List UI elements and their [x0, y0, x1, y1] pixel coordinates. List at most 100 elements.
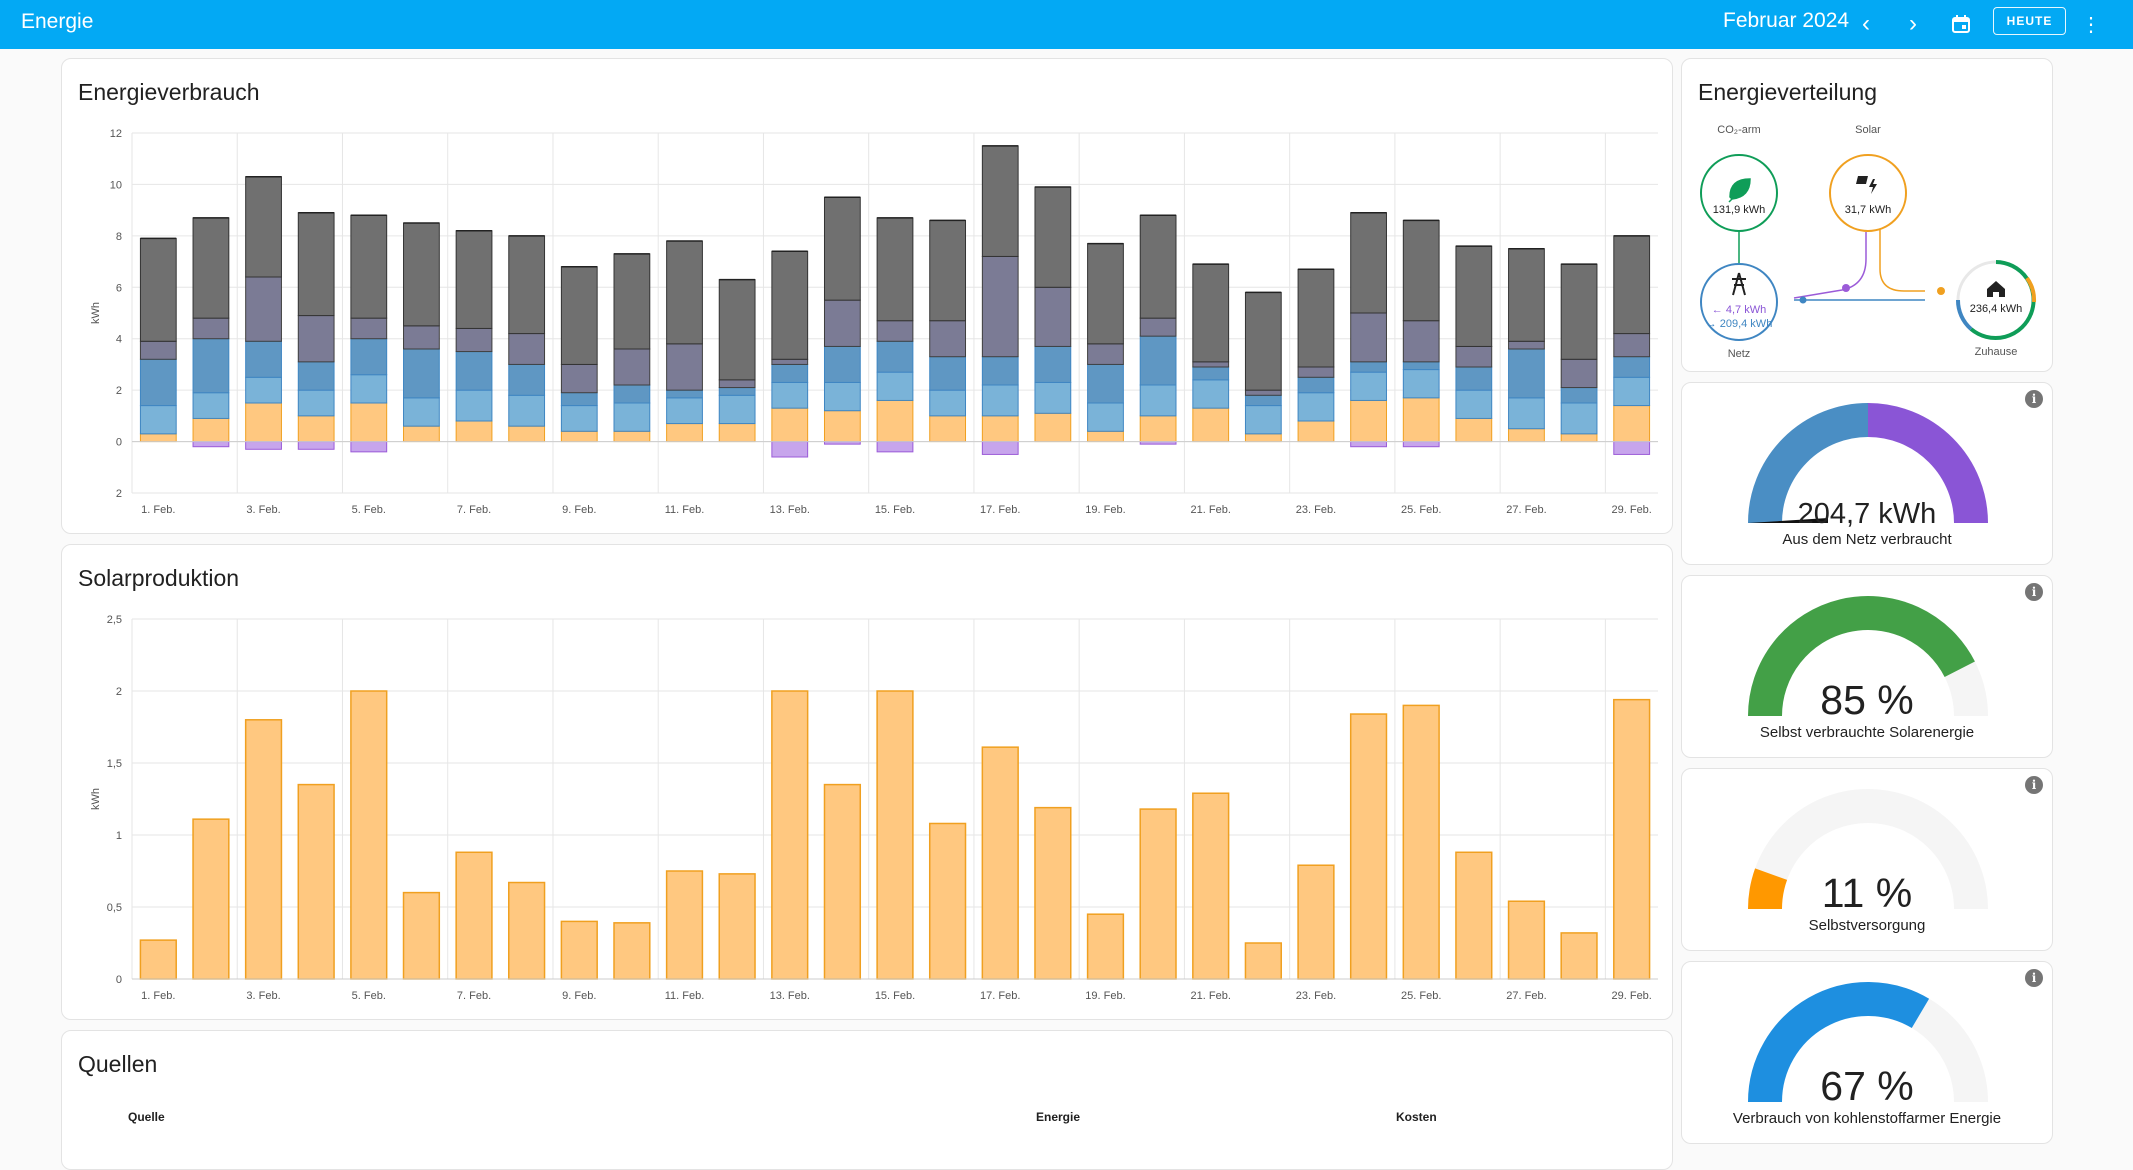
solar-bar[interactable] — [1613, 698, 1651, 980]
bar-segment-export[interactable] — [350, 441, 388, 453]
bar-segment-grid_light[interactable] — [823, 381, 861, 412]
bar-segment-grid_dark[interactable] — [192, 338, 230, 394]
bar-segment-grid_other[interactable] — [297, 212, 335, 317]
bar-segment-grid_dark[interactable] — [1455, 366, 1493, 391]
bar-segment-solar[interactable] — [139, 433, 177, 443]
bar-segment-mix[interactable] — [297, 315, 335, 363]
bar-segment-grid_dark[interactable] — [771, 363, 809, 383]
bar-segment-grid_dark[interactable] — [613, 384, 651, 404]
bar-segment-solar[interactable] — [718, 423, 756, 443]
calendar-button[interactable] — [1943, 6, 1979, 42]
bar-segment-grid_dark[interactable] — [403, 348, 440, 399]
solar-bar[interactable] — [1139, 808, 1177, 980]
solar-bar[interactable] — [560, 920, 598, 980]
bar-segment-grid_light[interactable] — [666, 397, 703, 425]
bar-segment-grid_dark[interactable] — [297, 361, 335, 391]
info-icon[interactable]: i — [2025, 583, 2043, 601]
bar-segment-grid_other[interactable] — [718, 279, 756, 381]
solar-bar[interactable] — [665, 870, 704, 980]
solar-bar[interactable] — [718, 873, 756, 980]
bar-segment-solar[interactable] — [771, 407, 809, 443]
bar-segment-mix[interactable] — [192, 317, 230, 340]
bar-segment-solar[interactable] — [560, 430, 598, 443]
bar-segment-grid_dark[interactable] — [876, 340, 914, 373]
bar-segment-export[interactable] — [876, 441, 914, 453]
bar-segment-export[interactable] — [245, 441, 282, 450]
bar-segment-mix[interactable] — [771, 358, 809, 365]
solar-bar[interactable] — [1244, 942, 1282, 980]
bar-segment-mix[interactable] — [403, 325, 440, 350]
bar-segment-grid_dark[interactable] — [1350, 361, 1387, 373]
bar-segment-grid_other[interactable] — [1350, 212, 1387, 314]
solar-bar[interactable] — [928, 822, 967, 980]
solar-bar[interactable] — [613, 922, 651, 980]
solar-bar[interactable] — [1192, 792, 1230, 980]
bar-segment-grid_light[interactable] — [771, 381, 809, 409]
bar-segment-grid_dark[interactable] — [455, 351, 493, 391]
solar-bar[interactable] — [981, 746, 1019, 980]
solar-bar[interactable] — [771, 690, 809, 980]
bar-segment-mix[interactable] — [560, 363, 598, 394]
bar-segment-grid_dark[interactable] — [1139, 335, 1177, 386]
bar-segment-solar[interactable] — [508, 425, 546, 443]
bar-segment-grid_dark[interactable] — [981, 356, 1019, 386]
bar-segment-grid_light[interactable] — [1297, 392, 1335, 422]
bar-segment-mix[interactable] — [1455, 345, 1493, 368]
bar-segment-grid_light[interactable] — [1350, 371, 1387, 401]
column-header-energy[interactable]: Energie — [1036, 1110, 1081, 1124]
solar-bar[interactable] — [1402, 704, 1440, 980]
bar-segment-mix[interactable] — [455, 327, 493, 353]
bar-segment-grid_dark[interactable] — [1560, 387, 1598, 404]
bar-segment-mix[interactable] — [1244, 389, 1282, 396]
bar-segment-grid_other[interactable] — [1508, 248, 1545, 342]
bar-segment-grid_light[interactable] — [1402, 369, 1440, 399]
bar-segment-grid_other[interactable] — [1087, 243, 1124, 345]
solar-bar[interactable] — [350, 690, 388, 980]
solar-bar[interactable] — [244, 719, 283, 980]
bar-segment-export[interactable] — [1402, 441, 1440, 448]
bar-segment-grid_dark[interactable] — [823, 345, 861, 383]
bar-segment-grid_other[interactable] — [350, 214, 388, 319]
bar-segment-solar[interactable] — [613, 430, 651, 443]
bar-segment-solar[interactable] — [245, 402, 282, 443]
bar-segment-mix[interactable] — [508, 333, 546, 365]
bar-segment-grid_light[interactable] — [1613, 376, 1651, 407]
bar-segment-grid_light[interactable] — [1455, 389, 1493, 419]
solar-bar[interactable] — [1455, 851, 1493, 980]
bar-segment-grid_other[interactable] — [929, 219, 967, 322]
bar-segment-mix[interactable] — [666, 343, 703, 391]
bar-segment-grid_light[interactable] — [1192, 379, 1230, 409]
bar-segment-grid_other[interactable] — [192, 217, 230, 319]
bar-segment-grid_dark[interactable] — [666, 389, 703, 399]
bar-segment-grid_light[interactable] — [981, 384, 1019, 417]
solar-bar[interactable] — [139, 939, 177, 980]
bar-segment-grid_other[interactable] — [1192, 263, 1230, 363]
bar-segment-mix[interactable] — [823, 299, 861, 347]
bar-segment-mix[interactable] — [1087, 343, 1124, 365]
bar-segment-mix[interactable] — [139, 340, 177, 360]
bar-segment-grid_light[interactable] — [1244, 405, 1282, 435]
bar-segment-solar[interactable] — [1508, 428, 1545, 443]
bar-segment-grid_other[interactable] — [560, 266, 598, 365]
bar-segment-mix[interactable] — [876, 320, 914, 342]
bar-segment-solar[interactable] — [403, 425, 440, 443]
solar-bar[interactable] — [1297, 864, 1335, 980]
solar-bar[interactable] — [455, 851, 493, 980]
solar-production-chart[interactable]: 2,5 2 1,5 1 0,5 0 kWh 1. Feb. 3. Feb. 5. Feb. 7. F… — [62, 599, 1672, 1019]
bar-segment-export[interactable] — [192, 441, 230, 448]
bar-segment-mix[interactable] — [929, 320, 967, 358]
bar-segment-grid_dark[interactable] — [1192, 366, 1230, 381]
bar-segment-grid_other[interactable] — [403, 222, 440, 327]
bar-segment-grid_other[interactable] — [771, 250, 809, 360]
bar-segment-solar[interactable] — [350, 402, 388, 443]
bar-segment-solar[interactable] — [1034, 412, 1072, 443]
bar-segment-grid_other[interactable] — [1034, 186, 1072, 288]
today-button[interactable]: HEUTE — [1993, 7, 2066, 35]
solar-bar[interactable] — [1560, 932, 1598, 980]
bar-segment-mix[interactable] — [1613, 333, 1651, 358]
solar-bar[interactable] — [1507, 900, 1546, 980]
bar-segment-solar[interactable] — [455, 420, 493, 443]
bar-segment-grid_light[interactable] — [1560, 402, 1598, 435]
bar-segment-grid_other[interactable] — [981, 145, 1019, 257]
bar-segment-grid_other[interactable] — [1244, 291, 1282, 391]
